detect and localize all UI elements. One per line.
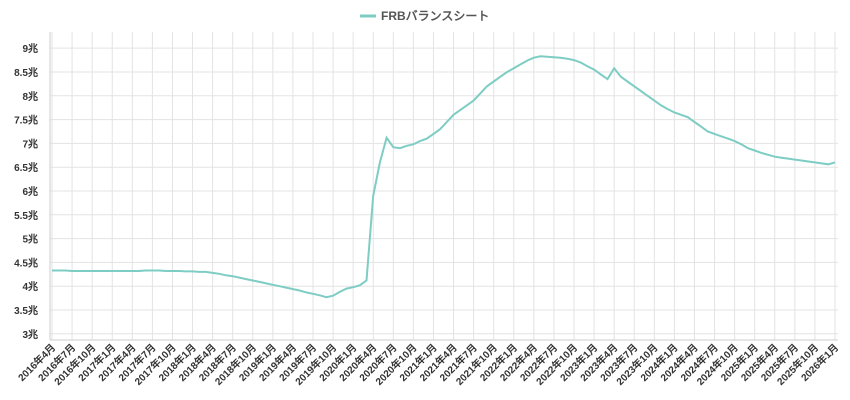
y-tick-label: 6.5兆: [14, 161, 38, 174]
data-line: [52, 55, 836, 299]
legend-item: FRBバランスシート: [360, 9, 489, 23]
y-tick-label: 5.5兆: [14, 209, 38, 222]
legend-label: FRBバランスシート: [381, 9, 489, 23]
y-tick-label: 8兆: [22, 90, 38, 103]
plot-area: [50, 32, 838, 340]
y-tick-label: 8.5兆: [14, 66, 38, 79]
y-tick-label: 6兆: [22, 185, 38, 198]
y-tick-label: 3.5兆: [14, 304, 38, 317]
y-tick-label: 4.5兆: [14, 256, 38, 269]
y-tick-label: 9兆: [22, 42, 38, 55]
y-tick-label: 3兆: [22, 328, 38, 341]
y-tick-label: 7.5兆: [14, 114, 38, 127]
y-tick-label: 5兆: [22, 233, 38, 246]
y-tick-label: 7兆: [22, 137, 38, 150]
y-tick-label: 4兆: [22, 280, 38, 293]
